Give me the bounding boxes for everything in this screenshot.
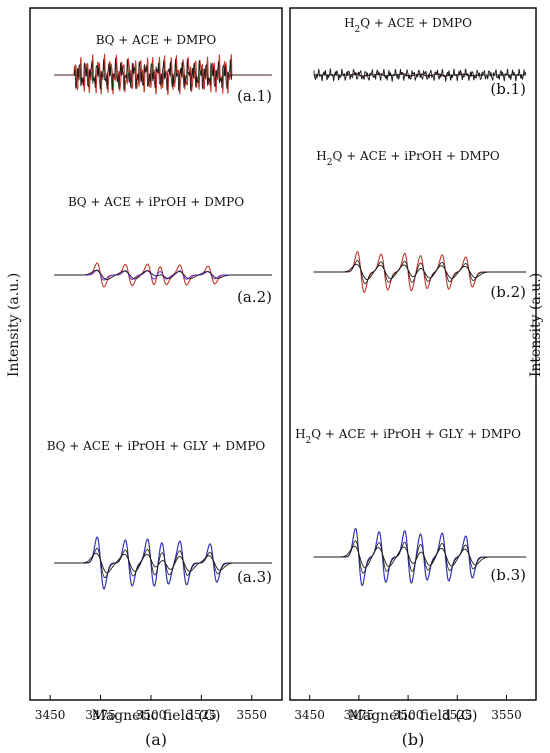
panel-tag: (b.1) <box>490 80 526 98</box>
spectrum-line <box>313 260 527 284</box>
spectrum-line <box>313 540 527 574</box>
x-tick-label: 3525 <box>186 708 217 722</box>
x-tick-label: 3450 <box>35 708 66 722</box>
condition-label: H2Q + ACE + iPrOH + GLY + DMPO <box>295 427 521 446</box>
x-tick-label: 3550 <box>236 708 267 722</box>
x-tick-label: 3475 <box>344 708 375 722</box>
chart-a: 3450 3475 3500 3525 3550 Magnetic field (G) (a… <box>29 7 283 749</box>
spectrum-line <box>313 68 527 82</box>
panel-tag: (b.2) <box>490 283 526 301</box>
panel-tag: (b.3) <box>490 566 526 584</box>
spectrum-line <box>54 547 273 579</box>
panel-caption: (b) <box>402 730 425 749</box>
x-axis-label: Magnetic field (G) <box>92 708 221 724</box>
spectrum-line <box>54 270 273 280</box>
condition-label: BQ + ACE + iPrOH + DMPO <box>68 195 244 209</box>
x-tick-label: 3500 <box>393 708 424 722</box>
y-axis-label-left: Intensity (a.u.) <box>6 273 22 377</box>
x-tick-label: 3450 <box>294 708 325 722</box>
condition-label: H2Q + ACE + iPrOH + DMPO <box>316 149 500 168</box>
condition-label: BQ + ACE + DMPO <box>96 33 217 47</box>
x-axis-label: Magnetic field (G) <box>349 708 478 724</box>
x-tick-label: 3525 <box>442 708 473 722</box>
panel-caption: (a) <box>145 730 167 749</box>
x-tick-label: 3475 <box>85 708 116 722</box>
x-tick-label: 3500 <box>136 708 167 722</box>
spectrum-line <box>54 58 273 92</box>
spectrum-line <box>313 73 527 77</box>
panel-tag: (a.1) <box>237 87 272 105</box>
plot-frame <box>29 7 283 701</box>
x-tick-label: 3550 <box>491 708 522 722</box>
panel-tag: (a.3) <box>237 568 272 586</box>
condition-label: H2Q + ACE + DMPO <box>344 16 472 35</box>
chart-b: 3450 3475 3500 3525 3550 Magnetic field (G) (b… <box>289 7 537 749</box>
plot-frame <box>289 7 537 701</box>
condition-label: BQ + ACE + iPrOH + GLY + DMPO <box>47 439 266 453</box>
panel-tag: (a.2) <box>237 288 272 306</box>
